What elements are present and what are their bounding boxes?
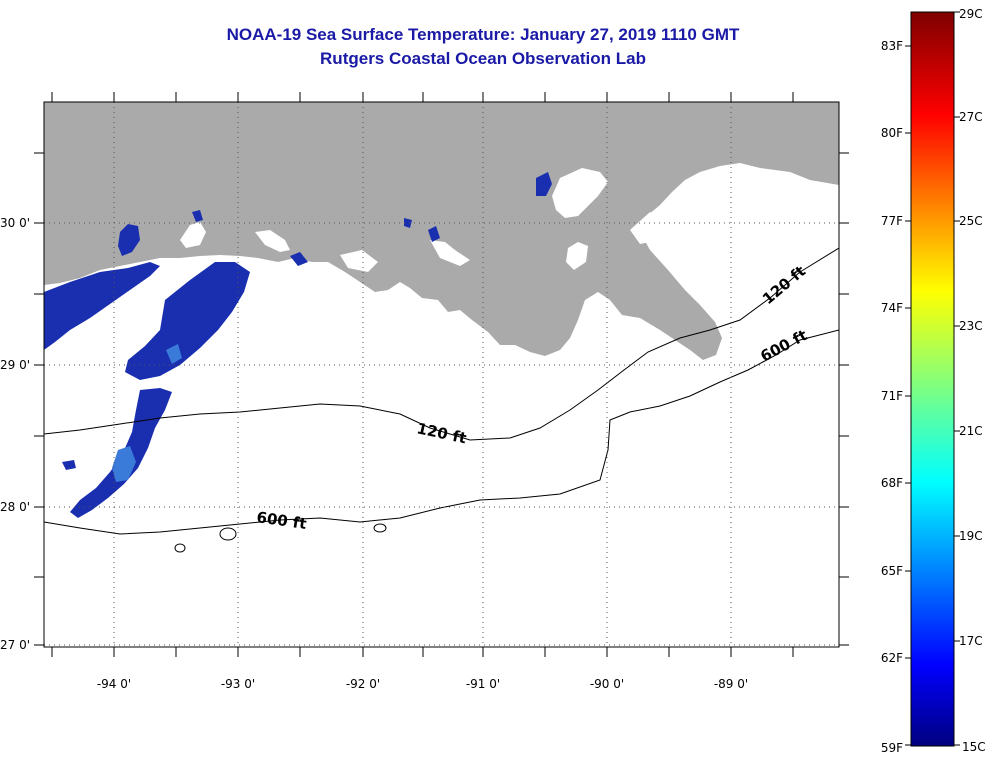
colorbar-f-77: 77F	[881, 214, 903, 228]
lon-label-89: -89 0'	[714, 677, 748, 691]
colorbar-c-19: 19C	[959, 529, 983, 543]
colorbar-ticks	[905, 11, 960, 746]
lat-label-27: 27 0'	[0, 638, 30, 652]
contour-600ft	[44, 329, 839, 535]
lake	[566, 242, 588, 270]
colorbar-f-83: 83F	[881, 39, 903, 53]
lake	[630, 212, 668, 244]
colorbar-f-62: 62F	[881, 651, 903, 665]
lat-label-30: 30 0'	[0, 216, 30, 230]
colorbar-f-74: 74F	[881, 301, 903, 315]
colorbar-c-15: 15C	[962, 740, 986, 754]
colorbar-c-29: 29C	[959, 7, 983, 21]
colorbar-f-68: 68F	[881, 476, 903, 490]
lake	[340, 250, 378, 272]
map-title: NOAA-19 Sea Surface Temperature: January…	[226, 25, 740, 44]
colorbar-c-17: 17C	[959, 634, 983, 648]
lat-label-28: 28 0'	[0, 500, 30, 514]
lon-label-93: -93 0'	[221, 677, 255, 691]
colorbar-gradient	[910, 11, 955, 747]
lon-label-91: -91 0'	[466, 677, 500, 691]
colorbar-f-71: 71F	[881, 389, 903, 403]
colorbar-f-65: 65F	[881, 564, 903, 578]
lake	[180, 222, 206, 248]
contour-120ft	[44, 247, 839, 441]
lon-label-94: -94 0'	[97, 677, 131, 691]
colorbar-c-21: 21C	[959, 424, 983, 438]
graticule	[44, 102, 839, 647]
colorbar-c-23: 23C	[959, 319, 983, 333]
axis-ticks	[34, 92, 849, 657]
colorbar-c-27: 27C	[959, 110, 983, 124]
map-subtitle: Rutgers Coastal Ocean Observation Lab	[320, 49, 646, 68]
lake	[682, 198, 712, 236]
lake	[552, 168, 608, 218]
cool-water-patches	[112, 344, 182, 482]
lon-label-90: -90 0'	[590, 677, 624, 691]
lake	[255, 230, 290, 252]
lake	[430, 240, 470, 266]
colorbar-c-25: 25C	[959, 214, 983, 228]
colorbar-f-80: 80F	[881, 126, 903, 140]
colorbar-f-59: 59F	[881, 741, 903, 755]
map-frame	[43, 101, 840, 648]
land-mass	[44, 102, 839, 360]
lat-label-29: 29 0'	[0, 358, 30, 372]
lon-label-92: -92 0'	[346, 677, 380, 691]
